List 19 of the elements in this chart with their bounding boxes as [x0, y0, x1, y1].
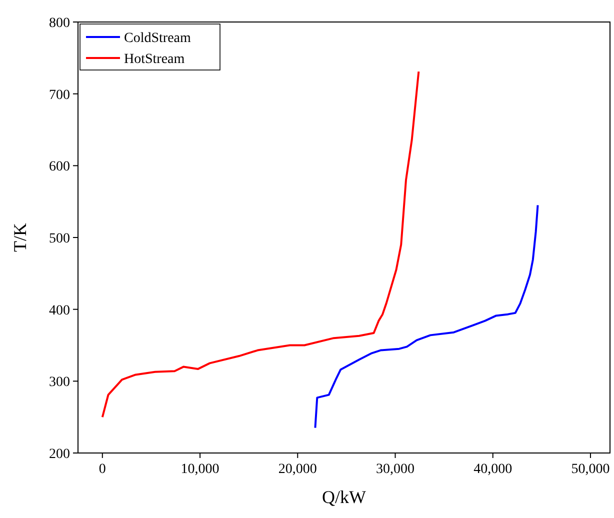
line-series	[314, 204, 539, 429]
y-axis-title: T/K	[10, 223, 30, 252]
legend-label: HotStream	[124, 52, 185, 67]
x-tick-label: 0	[98, 462, 106, 477]
x-tick-label: 50,000	[571, 462, 610, 477]
line-series	[101, 70, 420, 418]
y-tick-label: 200	[49, 447, 70, 462]
x-tick-label: 10,000	[180, 462, 220, 477]
x-tick-label: 40,000	[474, 462, 512, 477]
y-tick-label: 500	[49, 232, 70, 246]
y-tick-label: 300	[49, 375, 70, 390]
x-tick-label: 20,000	[278, 462, 317, 477]
legend-label: ColdStream	[124, 31, 191, 46]
y-tick-label: 700	[49, 88, 70, 103]
y-tick-label: 400	[49, 303, 70, 318]
x-tick-label: 30,000	[376, 462, 414, 477]
x-axis-title: Q/kW	[322, 487, 366, 507]
y-tick-label: 800	[49, 16, 70, 31]
y-tick-label: 600	[49, 160, 70, 175]
